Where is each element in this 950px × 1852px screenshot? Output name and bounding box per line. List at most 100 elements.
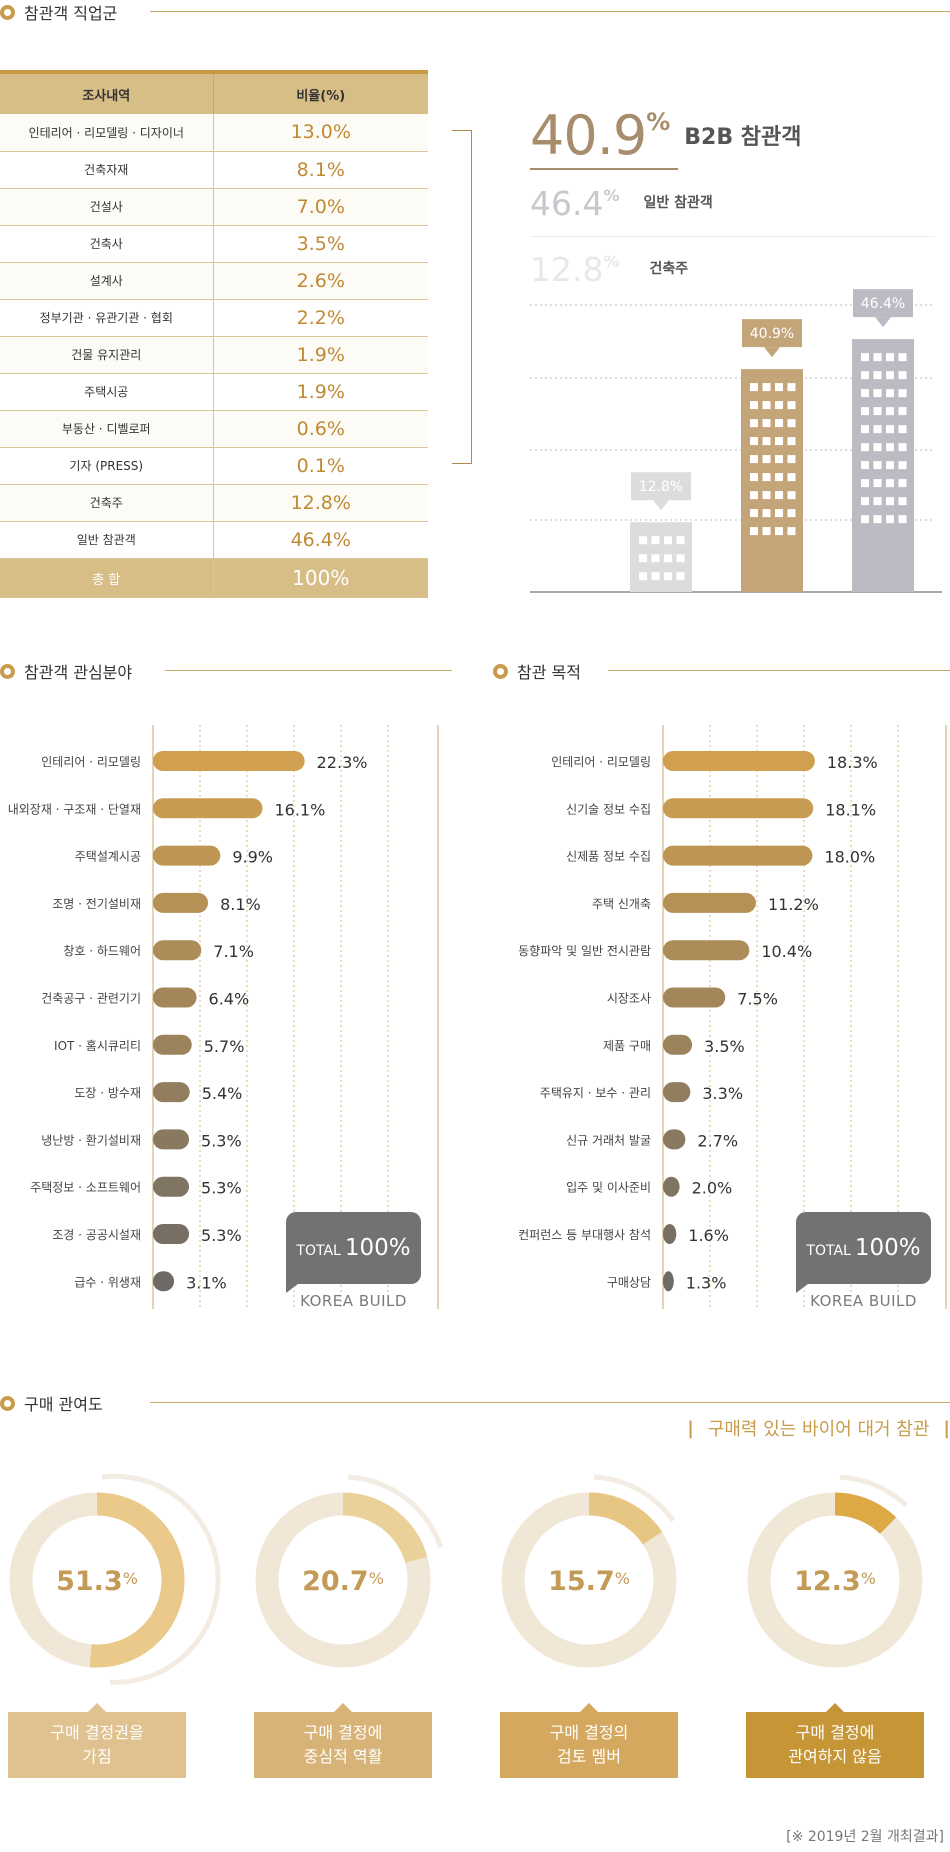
bar-mark (663, 1271, 674, 1292)
bar-row: 신제품 정보 수집 18.0% (566, 845, 875, 867)
owner-stat: 12.8 % 건축주 (530, 250, 688, 289)
bar-row: 동향파악 및 일반 전시관람 10.4% (518, 940, 812, 961)
total-name: 총 합 (0, 558, 214, 598)
table-row: 건설사 7.0% (0, 188, 428, 226)
bar-category-label: 신규 거래처 발굴 (566, 1133, 651, 1147)
tower-window (762, 401, 771, 410)
owner-stat-number: 12.8 (530, 250, 604, 289)
bar-row: 냉난방 · 환기설비재 5.3% (41, 1129, 242, 1150)
tower-window (775, 401, 783, 410)
bar-row: 건축공구 · 관련기기 6.4% (41, 987, 249, 1009)
ring-bullet-icon (0, 1395, 15, 1411)
occupation-name: 부동산 · 디벨로퍼 (0, 410, 214, 448)
tower-callout-tail (653, 500, 669, 511)
purchase-ring-charts: 51.3% 20.7% 15.7% 12.3% (9, 1473, 923, 1685)
tower-window (898, 371, 907, 380)
occupation-ratio: 2.6% (213, 262, 428, 300)
tower-window (762, 437, 771, 446)
bar-mark (663, 987, 726, 1008)
tower-window (651, 554, 660, 563)
tower-window (762, 383, 771, 392)
tower-value-label: 46.4% (861, 296, 905, 312)
tower-window (873, 371, 882, 380)
tower-window (898, 461, 907, 470)
b2b-stat: 40.9 % B2B 참관객 (530, 104, 802, 167)
bar-row: 입주 및 이사준비 2.0% (566, 1176, 733, 1198)
bar-mark (153, 845, 221, 866)
bar-value-label: 2.0% (692, 1179, 733, 1198)
bar-mark (663, 1176, 680, 1197)
bar-category-label: 인테리어 · 리모델링 (551, 755, 651, 769)
ring-chart: 20.7% (255, 1474, 444, 1668)
occupation-name: 기자 (PRESS) (0, 447, 214, 485)
ring-value: 12.3% (794, 1566, 876, 1597)
tower-window (861, 479, 869, 488)
tower-window (762, 527, 771, 536)
bar-category-label: 냉난방 · 환기설비재 (41, 1133, 141, 1147)
bar-row: 제품 구매 3.5% (603, 1034, 745, 1056)
tower-window (787, 437, 796, 446)
occupation-table: 조사내역 비율(%) 인테리어 · 리모델링 · 디자이너 13.0% 건축자재 8.… (0, 70, 428, 598)
purchase-header-line (150, 1402, 950, 1403)
caption-line: 구매 결정에 (303, 1723, 383, 1742)
purchase-header: 구매 관여도 (0, 1391, 103, 1415)
ring-bullet-icon (0, 4, 15, 20)
tower-window (886, 371, 894, 380)
table-row: 일반 참관객 46.4% (0, 521, 428, 559)
b2b-underline (530, 168, 678, 170)
bar-value-label: 5.3% (201, 1179, 242, 1198)
interest-header-line (165, 670, 452, 671)
tower-window (775, 383, 783, 392)
subtitle-bar-right: | (943, 1417, 950, 1439)
tower-callout (742, 319, 802, 348)
table-row: 건축주 12.8% (0, 484, 428, 522)
bar-value-label: 3.1% (186, 1273, 227, 1292)
bar-row: 컨퍼런스 등 부대행사 참석 1.6% (518, 1224, 729, 1245)
bar-mark (663, 798, 814, 819)
ring-caption-text: 구매 결정의 검토 멤버 (550, 1721, 629, 1769)
col-header-ratio: 비율(%) (213, 70, 428, 114)
caption-line: 중심적 역활 (303, 1747, 383, 1766)
bar-value-label: 5.3% (201, 1131, 242, 1150)
table-header-row: 조사내역 비율(%) (0, 70, 428, 114)
tower-window (639, 554, 647, 563)
ring-caption: 구매 결정권을 가짐 (8, 1703, 186, 1778)
purpose-header: 참관 목적 (493, 659, 581, 683)
tower-window (886, 497, 894, 506)
occupation-name: 인테리어 · 리모델링 · 디자이너 (0, 114, 214, 152)
bar-value-label: 5.7% (204, 1037, 245, 1056)
ring-value-number: 15.7 (548, 1566, 615, 1597)
bubble-tail (796, 1284, 808, 1293)
bar-category-label: 입주 및 이사준비 (566, 1181, 651, 1195)
tower-window (898, 515, 907, 524)
bar-value-label: 11.2% (768, 895, 819, 914)
occupation-name: 설계사 (0, 262, 214, 300)
purpose-header-line (608, 670, 950, 671)
total-bubble: TOTAL 100% (286, 1212, 421, 1284)
bar-value-label: 7.5% (737, 990, 778, 1009)
tower-window (775, 473, 783, 482)
bar-value-label: 3.5% (704, 1037, 745, 1056)
bubble-tail (286, 1284, 298, 1293)
bar-mark (153, 751, 305, 771)
ring-chart: 12.3% (747, 1474, 923, 1668)
table-row: 정부기관 · 유관기관 · 협회 2.2% (0, 299, 428, 337)
tower-window (873, 407, 882, 416)
chart-grid (662, 725, 947, 1309)
occupation-ratio: 13.0% (213, 114, 428, 152)
tower-window (750, 419, 758, 428)
caption-line: 가짐 (82, 1747, 112, 1766)
bar-category-label: 주택 신개축 (592, 897, 651, 911)
occupation-ratio: 7.0% (213, 188, 428, 226)
ring-outer-arc (839, 1474, 908, 1508)
interest-title: 참관객 관심분야 (24, 663, 133, 682)
occupation-ratio: 46.4% (213, 521, 428, 559)
tower-window (873, 425, 882, 434)
tower-window (787, 491, 796, 500)
bar-row: 주택유지 · 보수 · 관리 3.3% (540, 1082, 743, 1103)
bar-category-label: 컨퍼런스 등 부대행사 참석 (518, 1227, 651, 1242)
tower-window (898, 497, 907, 506)
bar-value-label: 9.9% (232, 848, 273, 867)
tower-window (775, 527, 783, 536)
table-row: 건축사 3.5% (0, 225, 428, 263)
